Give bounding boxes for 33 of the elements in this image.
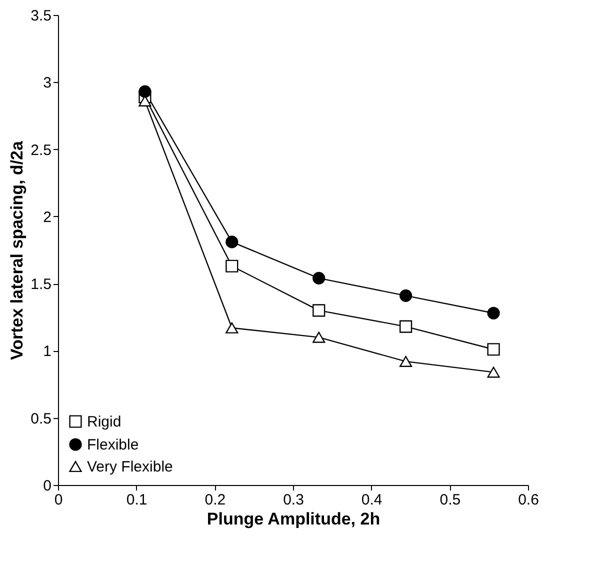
point <box>312 272 326 284</box>
point <box>487 306 500 320</box>
y-tick-label: 0 <box>43 478 52 494</box>
y-tick-label: 1 <box>43 343 52 360</box>
point <box>487 366 500 378</box>
y-tick-label: 0.5 <box>30 410 52 428</box>
point <box>400 320 412 333</box>
y-tick-label: 3.5 <box>30 8 52 24</box>
x-tick-label: 0 <box>54 492 63 508</box>
point <box>487 343 500 356</box>
x-tick-label: 0.4 <box>361 492 382 508</box>
point <box>400 356 412 367</box>
point <box>226 236 238 248</box>
point <box>312 304 326 317</box>
x-tick-label: 0.1 <box>126 492 148 508</box>
x-axis-title: Plunge Amplitude, 2h <box>206 510 380 528</box>
y-tick-label: 2.5 <box>30 142 52 159</box>
point <box>226 322 238 334</box>
x-tick-label: 0.3 <box>283 492 304 508</box>
legend-label: Very Flexible <box>87 458 173 476</box>
legend-label: Rigid <box>87 414 122 430</box>
point <box>138 85 152 98</box>
x-tick-label: 0.6 <box>518 492 539 508</box>
y-axis-title: Vortex lateral spacing, d/2a <box>8 140 27 360</box>
y-tick-label: 3 <box>43 74 52 92</box>
point <box>400 289 412 302</box>
point <box>312 332 326 343</box>
y-tick-label: 2 <box>43 208 52 226</box>
legend-label: Flexible <box>87 436 139 454</box>
y-tick-label: 1.5 <box>30 276 52 294</box>
x-tick-label: 0.5 <box>440 492 461 508</box>
point <box>226 260 238 272</box>
x-tick-label: 0.2 <box>204 492 226 508</box>
